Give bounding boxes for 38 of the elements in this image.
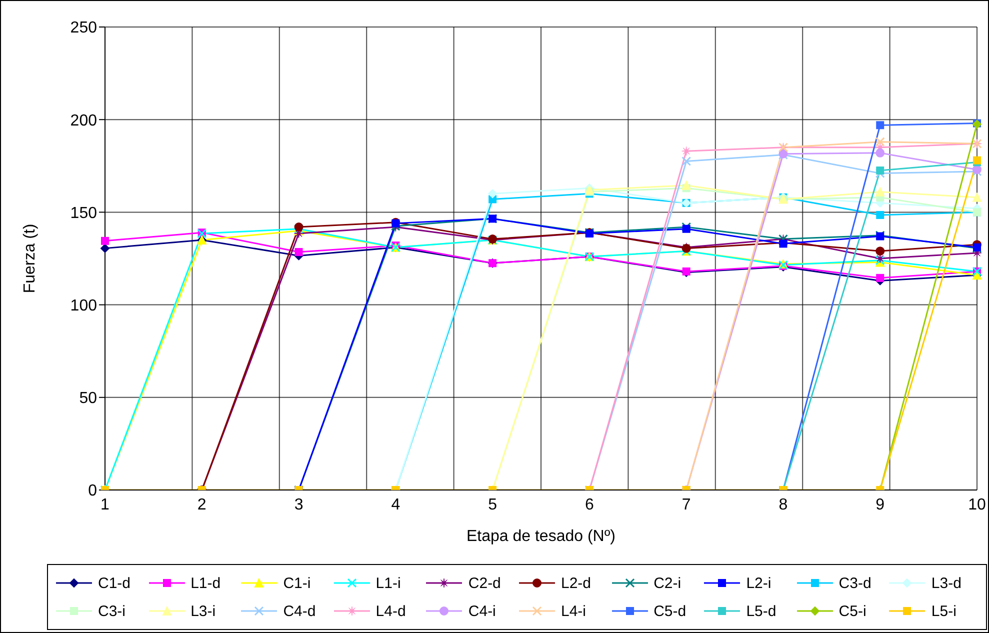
y-tick-label: 200 (70, 112, 98, 130)
x-tick-label: 8 (778, 496, 788, 514)
legend-label: C3-d (838, 574, 872, 592)
x-tick-label: 1 (100, 496, 110, 514)
x-tick-label: 7 (682, 496, 691, 514)
x-axis-title: Etapa de tesado (Nº) (466, 528, 616, 545)
legend-label: C1-i (283, 574, 311, 592)
legend-label: C4-d (283, 602, 316, 620)
x-tick-label: 4 (391, 496, 400, 514)
legend-label: L3-i (190, 602, 216, 620)
legend-label: L2-i (746, 574, 772, 592)
y-tick-label: 100 (70, 297, 98, 314)
legend-label: L4-i (560, 602, 586, 620)
x-tick-label: 10 (968, 496, 986, 514)
legend-label: L5-i (931, 602, 956, 620)
legend-label: C3-i (98, 602, 126, 620)
legend-label: L1-i (376, 574, 401, 592)
legend-label: C2-i (654, 574, 682, 592)
legend-label: L4-d (376, 602, 406, 620)
y-axis-title: Fuerza (t) (22, 224, 39, 294)
y-tick-label: 250 (70, 20, 98, 37)
y-tick-label: 150 (70, 204, 98, 222)
legend-label: C2-d (468, 574, 501, 592)
x-tick-label: 3 (294, 496, 304, 514)
x-tick-label: 2 (197, 496, 206, 514)
legend-label: C4-i (468, 602, 496, 620)
x-tick-label: 5 (488, 496, 498, 514)
legend-label: C5-d (654, 602, 686, 620)
legend-label: L5-d (746, 602, 776, 620)
legend-label: L3-d (931, 574, 962, 592)
legend-label: L2-d (560, 574, 592, 592)
x-tick-label: 6 (584, 496, 594, 514)
x-tick-label: 9 (876, 496, 885, 514)
legend-label: L1-d (190, 574, 221, 592)
legend-label: C5-i (838, 602, 866, 620)
y-tick-label: 50 (79, 390, 98, 408)
legend-label: C1-d (98, 574, 131, 592)
y-tick-label: 0 (88, 482, 98, 500)
